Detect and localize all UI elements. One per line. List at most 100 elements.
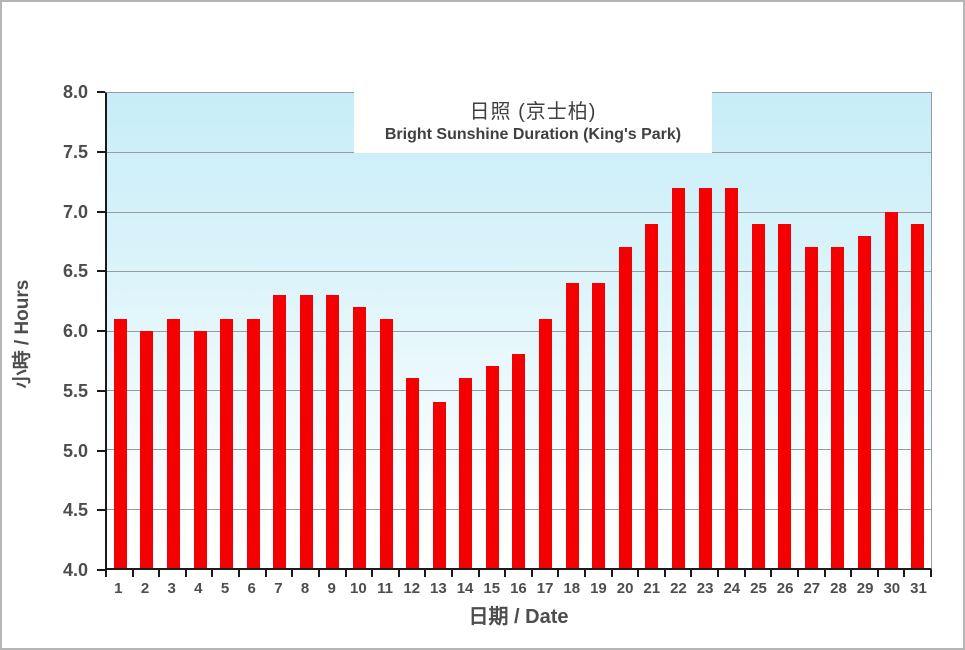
x-axis-title: 日期 / Date [468, 606, 569, 628]
y-tick-label-5.5: 5.5 [62, 380, 88, 401]
chart-title-chinese: 日照 (京士柏) [469, 101, 597, 124]
x-tick-mark-13 [450, 570, 453, 577]
bar-slot-29 [851, 93, 878, 568]
gridline-6.5 [107, 271, 931, 273]
bar-day-12 [406, 378, 420, 568]
bar-day-13 [432, 401, 446, 568]
x-tick-mark-24 [743, 570, 746, 577]
x-tick-mark-12 [424, 570, 427, 577]
x-tick-label-13: 13 [430, 580, 447, 597]
x-tick-label-22: 22 [670, 580, 687, 597]
x-tick-mark-29 [876, 570, 879, 577]
y-tick-mark-4.0 [97, 569, 105, 571]
x-tick-label-29: 29 [856, 580, 874, 597]
bar-day-17 [539, 318, 553, 568]
bar-slot-30 [878, 93, 905, 568]
bar-day-24 [725, 188, 739, 568]
bar-day-18 [565, 283, 579, 568]
y-tick-mark-5.5 [97, 389, 105, 392]
y-tick-mark-6.0 [97, 330, 105, 332]
x-tick-mark-16 [530, 570, 533, 577]
bar-slot-18 [559, 93, 586, 568]
bar-slot-5 [213, 93, 240, 568]
x-tick-mark-18 [584, 570, 587, 577]
bar-slot-28 [825, 93, 852, 568]
bar-slot-12 [399, 93, 426, 568]
bar-slot-23 [692, 93, 719, 568]
x-tick-label-27: 27 [803, 580, 821, 597]
bar-slot-13 [426, 93, 453, 568]
x-tick-label-10: 10 [350, 580, 367, 597]
bar-slot-11 [373, 93, 400, 568]
y-tick-label-7.5: 7.5 [62, 141, 88, 162]
x-tick-mark-22 [690, 570, 693, 577]
x-tick-label-14: 14 [456, 580, 474, 597]
bar-day-21 [645, 223, 659, 568]
y-tick-label-5.0: 5.0 [62, 440, 88, 461]
bar-day-9 [326, 294, 340, 568]
x-tick-mark-8 [317, 570, 320, 577]
y-tick-mark-5.0 [97, 449, 105, 452]
bar-day-7 [273, 294, 287, 568]
bar-day-3 [166, 318, 180, 568]
y-tick-mark-6.5 [97, 270, 105, 273]
bar-day-1 [113, 318, 127, 568]
x-tick-mark-3 [184, 570, 187, 577]
bar-slot-26 [771, 93, 798, 568]
bar-day-25 [751, 223, 765, 568]
x-tick-label-18: 18 [563, 580, 581, 597]
bars-row [107, 93, 931, 568]
bar-day-31 [911, 223, 925, 568]
x-tick-label-6: 6 [247, 580, 256, 597]
y-tick-label-6.5: 6.5 [62, 261, 88, 282]
bar-day-22 [671, 188, 685, 568]
bar-slot-14 [453, 93, 480, 568]
x-tick-label-8: 8 [300, 580, 310, 597]
bar-day-11 [379, 318, 393, 568]
x-tick-label-19: 19 [590, 580, 607, 597]
x-tick-mark-0 [105, 570, 107, 577]
x-tick-mark-28 [850, 570, 853, 577]
bar-day-23 [698, 188, 712, 568]
x-tick-label-25: 25 [750, 580, 767, 597]
x-tick-mark-4 [211, 570, 214, 577]
x-tick-mark-11 [397, 570, 400, 577]
y-tick-mark-8.0 [97, 91, 105, 93]
x-tick-label-28: 28 [830, 580, 847, 597]
bar-day-8 [299, 294, 313, 568]
bar-day-19 [592, 283, 606, 568]
gridline-6.0 [107, 330, 931, 332]
bar-day-20 [618, 247, 632, 568]
x-tick-mark-30 [903, 570, 906, 577]
y-tick-mark-4.5 [97, 509, 105, 512]
y-tick-label-6.0: 6.0 [62, 321, 88, 341]
bar-day-10 [352, 306, 366, 568]
x-tick-mark-6 [264, 570, 267, 577]
x-tick-label-20: 20 [616, 580, 634, 597]
bar-slot-31 [904, 93, 931, 568]
x-tick-label-16: 16 [510, 580, 527, 597]
bar-slot-27 [798, 93, 825, 568]
x-tick-label-5: 5 [220, 580, 230, 597]
bar-day-6 [246, 318, 260, 568]
x-tick-label-23: 23 [696, 580, 714, 597]
bar-day-26 [778, 223, 792, 568]
x-tick-mark-20 [637, 570, 640, 577]
chart-title-box: 日照 (京士柏) Bright Sunshine Duration (King'… [354, 92, 712, 153]
y-tick-label-7.0: 7.0 [62, 201, 88, 222]
bar-slot-21 [639, 93, 666, 568]
bar-slot-25 [745, 93, 772, 568]
x-tick-mark-7 [291, 570, 294, 577]
x-tick-label-21: 21 [643, 580, 661, 597]
x-tick-mark-9 [344, 570, 347, 577]
x-tick-label-9: 9 [327, 580, 336, 597]
bar-day-27 [804, 247, 818, 568]
bar-slot-9 [320, 93, 347, 568]
x-tick-mark-10 [371, 570, 374, 577]
x-tick-label-2: 2 [140, 580, 150, 597]
x-tick-mark-2 [158, 570, 161, 577]
bar-slot-2 [134, 93, 161, 568]
y-tick-label-4.0: 4.0 [62, 560, 88, 580]
x-tick-label-30: 30 [883, 580, 901, 597]
